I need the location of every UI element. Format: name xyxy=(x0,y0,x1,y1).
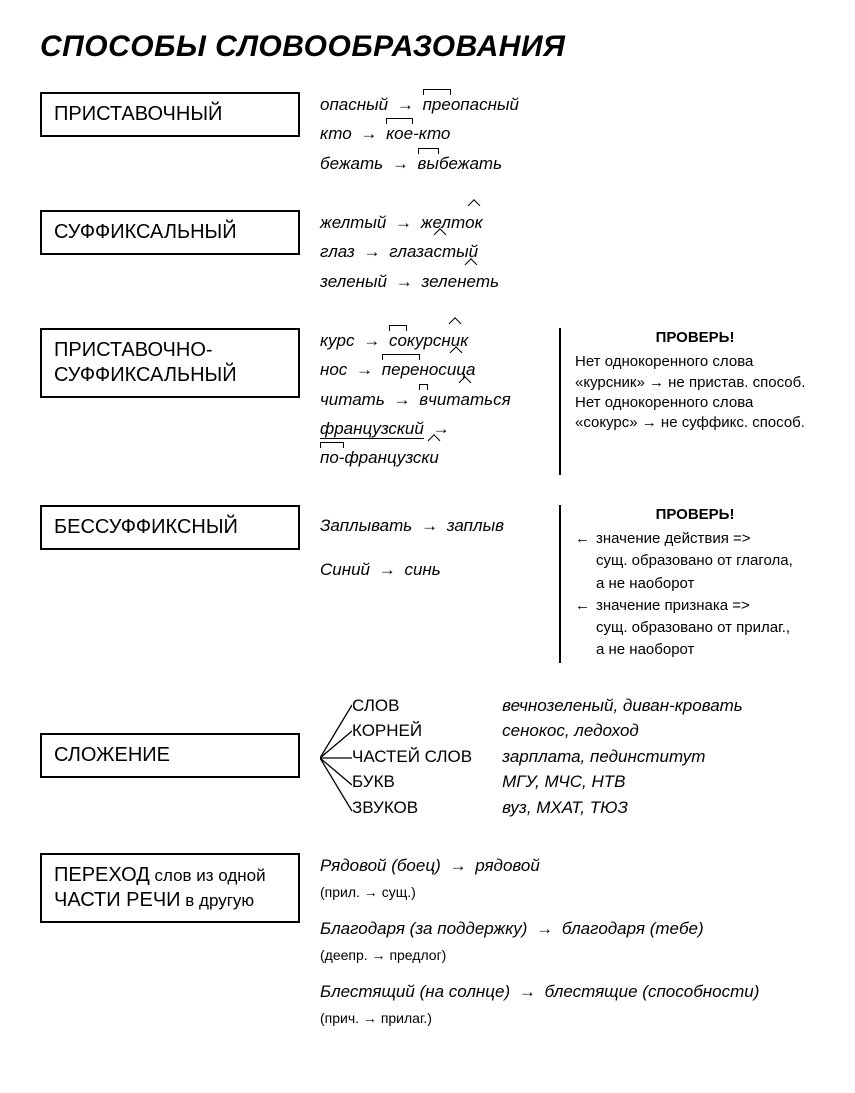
arrow-icon: → xyxy=(379,557,396,583)
branch-label: ЧАСТЕЙ СЛОВ xyxy=(352,744,472,770)
vertical-bar xyxy=(559,505,561,663)
branch-example: вечнозеленый, диван-кровать xyxy=(502,693,743,719)
arrow-icon: → xyxy=(397,92,414,118)
arrow-icon: → xyxy=(421,513,438,539)
example-line: желтый → желток xyxy=(320,210,815,236)
arrow-icon: → xyxy=(363,328,380,354)
section-zero-suffix: БЕССУФФИКСНЫЙ Заплывать → заплыв Синий →… xyxy=(40,505,815,663)
box-prefix-suffix: ПРИСТАВОЧНО-СУФФИКСАЛЬНЫЙ xyxy=(40,328,300,398)
branch-example: вуз, МХАТ, ТЮЗ xyxy=(502,795,743,821)
branch-labels: СЛОВ КОРНЕЙ ЧАСТЕЙ СЛОВ БУКВ ЗВУКОВ xyxy=(352,693,472,823)
examples-zero-suffix: Заплывать → заплыв Синий → синь ПРОВЕРЬ!… xyxy=(320,505,815,663)
branch-label: СЛОВ xyxy=(352,693,472,719)
check-line: значение действия => xyxy=(596,529,815,549)
check-block: ПРОВЕРЬ! ← значение действия => ← сущ. обр… xyxy=(575,505,815,663)
branch-diagram: СЛОВ КОРНЕЙ ЧАСТЕЙ СЛОВ БУКВ ЗВУКОВ вечн… xyxy=(320,693,743,823)
check-line: сущ. образовано от глагола, xyxy=(596,551,815,571)
box-zero-suffix: БЕССУФФИКСНЫЙ xyxy=(40,505,300,550)
check-line: «сокурс» → не суффикс. способ. xyxy=(575,413,815,433)
example-line: Синий → синь xyxy=(320,557,545,583)
example-line: зеленый → зеленеть xyxy=(320,269,815,295)
example-line: Благодаря (за поддержку) → благодаря (те… xyxy=(320,916,815,942)
arrow-icon: → xyxy=(396,269,413,295)
arrow-icon: → xyxy=(360,121,377,147)
example-line: бежать → выбежать xyxy=(320,151,815,177)
example-line: Блестящий (на солнце) → блестящие (спосо… xyxy=(320,979,815,1005)
left-arrow-icon: ← xyxy=(575,596,590,616)
example-line: Рядовой (боец) → рядовой xyxy=(320,853,815,879)
branch-examples: вечнозеленый, диван-кровать сенокос, лед… xyxy=(502,693,743,823)
example-line: глаз → глазастый xyxy=(320,239,815,265)
check-title: ПРОВЕРЬ! xyxy=(575,505,815,525)
example-note: (прич. → прилаг.) xyxy=(320,1008,815,1030)
check-block: ПРОВЕРЬ! Нет однокоренного слова «курсни… xyxy=(575,328,815,475)
example-line: курс → сокурсник xyxy=(320,328,545,354)
examples-prefix: опасный → преопасный кто → кое-кто бежат… xyxy=(320,92,815,180)
branch-label: ЗВУКОВ xyxy=(352,795,472,821)
example-line: нос → переносица xyxy=(320,357,545,383)
section-compound: СЛОЖЕНИЕ СЛОВ КОРНЕЙ ЧАСТЕЙ СЛОВ БУКВ ЗВ… xyxy=(40,693,815,823)
check-title: ПРОВЕРЬ! xyxy=(575,328,815,348)
arrow-icon: → xyxy=(394,387,411,413)
arrow-icon: → xyxy=(356,357,373,383)
left-arrow-icon: ← xyxy=(575,529,590,549)
branch-lines-icon xyxy=(320,693,352,823)
branch-example: сенокос, ледоход xyxy=(502,718,743,744)
check-line: значение признака => xyxy=(596,596,815,616)
check-line: Нет однокоренного слова xyxy=(575,393,815,413)
arrow-icon: → xyxy=(364,239,381,265)
section-suffix: СУФФИКСАЛЬНЫЙ желтый → желток глаз → гла… xyxy=(40,210,815,298)
check-line: а не наоборот xyxy=(596,574,815,594)
example-line: опасный → преопасный xyxy=(320,92,815,118)
example-note: (прил. → сущ.) xyxy=(320,882,815,904)
examples-prefix-suffix: курс → сокурсник нос → переносица читать… xyxy=(320,328,815,475)
example-note: (деепр. → предлог) xyxy=(320,945,815,967)
box-conversion: ПЕРЕХОД слов из одной ЧАСТИ РЕЧИ в другу… xyxy=(40,853,300,923)
arrow-icon: → xyxy=(395,210,412,236)
check-line: а не наоборот xyxy=(596,640,815,660)
arrow-icon: → xyxy=(536,916,553,942)
example-line: Заплывать → заплыв xyxy=(320,513,545,539)
branch-label: КОРНЕЙ xyxy=(352,718,472,744)
examples-suffix: желтый → желток глаз → глазастый зеленый… xyxy=(320,210,815,298)
page-title: СПОСОБЫ СЛОВООБРАЗОВАНИЯ xyxy=(40,30,815,64)
example-line: кто → кое-кто xyxy=(320,121,815,147)
check-line: сущ. образовано от прилаг., xyxy=(596,618,815,638)
check-line: Нет однокоренного слова xyxy=(575,352,815,372)
arrow-icon: → xyxy=(519,979,536,1005)
box-suffix: СУФФИКСАЛЬНЫЙ xyxy=(40,210,300,255)
examples-conversion: Рядовой (боец) → рядовой (прил. → сущ.) … xyxy=(320,853,815,1033)
branch-label: БУКВ xyxy=(352,769,472,795)
section-prefix-suffix: ПРИСТАВОЧНО-СУФФИКСАЛЬНЫЙ курс → сокурсн… xyxy=(40,328,815,475)
box-compound: СЛОЖЕНИЕ xyxy=(40,733,300,778)
vertical-bar xyxy=(559,328,561,475)
check-line: «курсник» → не пристав. способ. xyxy=(575,373,815,393)
arrow-icon: → xyxy=(392,151,409,177)
branch-example: зарплата, пединститут xyxy=(502,744,743,770)
section-prefix: ПРИСТАВОЧНЫЙ опасный → преопасный кто → … xyxy=(40,92,815,180)
example-line: по-французски xyxy=(320,445,545,471)
branch-example: МГУ, МЧС, НТВ xyxy=(502,769,743,795)
example-line: читать → вчитаться xyxy=(320,387,545,413)
arrow-icon: → xyxy=(449,853,466,879)
box-prefix: ПРИСТАВОЧНЫЙ xyxy=(40,92,300,137)
section-conversion: ПЕРЕХОД слов из одной ЧАСТИ РЕЧИ в другу… xyxy=(40,853,815,1033)
